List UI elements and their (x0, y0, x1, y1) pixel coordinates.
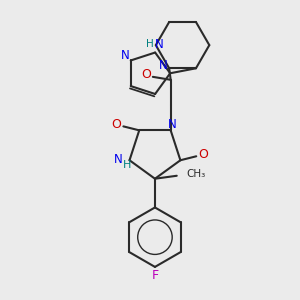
Text: H: H (123, 160, 132, 170)
Text: N: N (159, 59, 168, 72)
Text: N: N (114, 153, 123, 166)
Text: N: N (120, 49, 129, 62)
Text: CH₃: CH₃ (187, 169, 206, 179)
Text: N: N (168, 118, 177, 131)
Text: H: H (146, 39, 154, 49)
Text: F: F (152, 269, 158, 282)
Text: O: O (198, 148, 208, 161)
Text: O: O (141, 68, 151, 81)
Text: O: O (112, 118, 122, 131)
Text: N: N (155, 38, 164, 51)
